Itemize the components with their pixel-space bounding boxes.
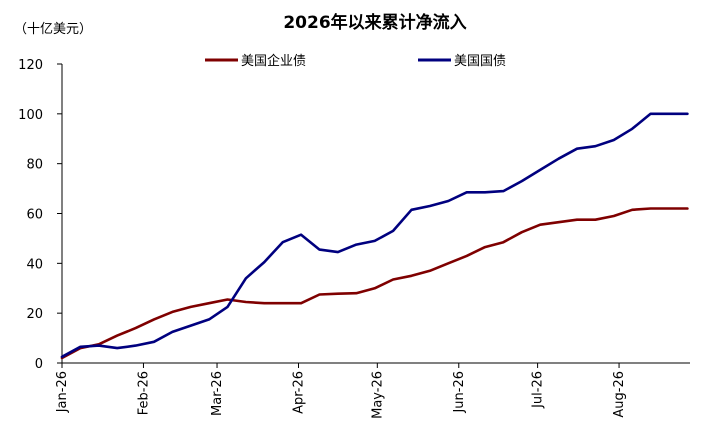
series-layer	[60, 112, 689, 360]
series-line-corporate	[60, 207, 689, 360]
y-tick-label: 100	[18, 108, 43, 123]
x-tick-label: Jul-26	[531, 371, 546, 409]
chart-title: 2026年以来累计净流入	[283, 12, 466, 33]
x-tick-label: Aug-26	[612, 371, 627, 418]
y-tick-label: 120	[18, 58, 43, 73]
x-tick-label: Apr-26	[291, 371, 306, 414]
axes: 0 20 40 60 80 100 120 Jan-26 Feb-26 Mar-26 Apr-26 M…	[18, 58, 690, 419]
series-line-treasury	[60, 112, 689, 359]
legend-label-corporate: 美国企业债	[241, 53, 306, 69]
y-tick-label: 0	[35, 357, 43, 372]
y-tick-label: 60	[26, 208, 43, 223]
y-tick-label: 40	[26, 257, 43, 272]
x-tick-label: Jan-26	[55, 371, 70, 413]
x-tick-label: Mar-26	[210, 371, 225, 416]
legend-label-treasury: 美国国债	[454, 54, 506, 69]
x-tick-label: May-26	[370, 371, 385, 419]
x-tick-label: Jun-26	[452, 371, 467, 414]
legend: 美国企业债 美国国债	[205, 53, 506, 69]
y-tick-label: 80	[26, 158, 43, 173]
y-tick-label: 20	[26, 307, 43, 322]
unit-label: （十亿美元）	[14, 22, 92, 37]
x-tick-label: Feb-26	[136, 371, 151, 415]
